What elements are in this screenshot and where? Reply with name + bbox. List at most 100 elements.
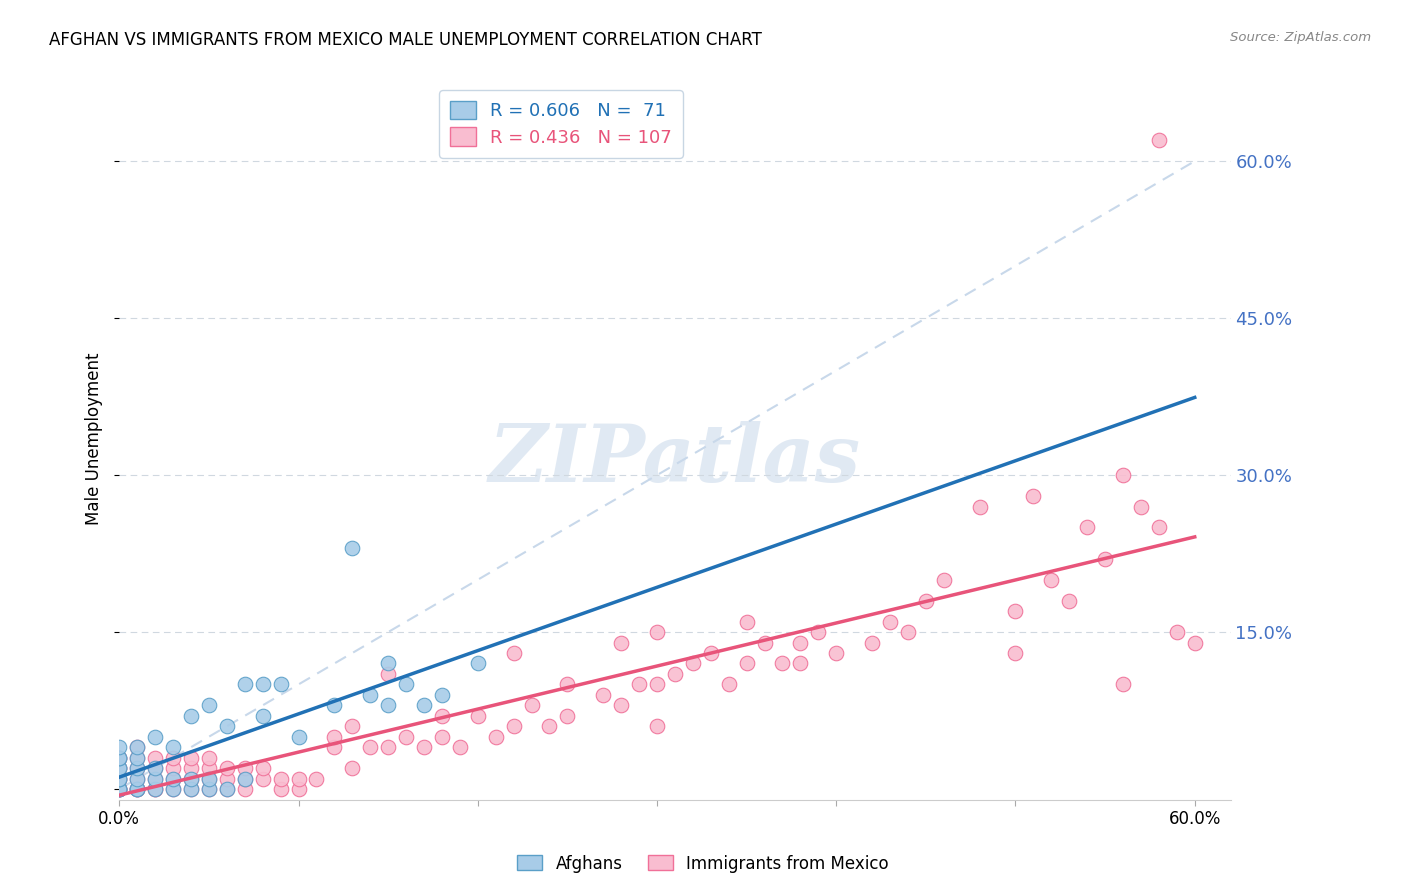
Point xyxy=(1130,500,1153,514)
Point xyxy=(377,657,399,671)
Point xyxy=(233,782,256,797)
Point xyxy=(287,730,309,744)
Point xyxy=(143,761,166,775)
Point xyxy=(252,708,274,723)
Point xyxy=(198,772,221,786)
Point xyxy=(233,772,256,786)
Point xyxy=(664,667,686,681)
Point xyxy=(215,772,238,786)
Point xyxy=(932,573,955,587)
Point xyxy=(108,750,131,764)
Point xyxy=(143,761,166,775)
Point xyxy=(1004,604,1026,618)
Point xyxy=(198,761,221,775)
Point xyxy=(485,730,508,744)
Point xyxy=(969,500,991,514)
Legend: Afghans, Immigrants from Mexico: Afghans, Immigrants from Mexico xyxy=(510,848,896,880)
Point xyxy=(180,782,202,797)
Point xyxy=(162,772,184,786)
Point xyxy=(233,761,256,775)
Point xyxy=(305,772,328,786)
Point xyxy=(252,761,274,775)
Text: Source: ZipAtlas.com: Source: ZipAtlas.com xyxy=(1230,31,1371,45)
Point xyxy=(108,782,131,797)
Point xyxy=(127,782,149,797)
Point xyxy=(538,719,561,733)
Point xyxy=(682,657,704,671)
Point xyxy=(108,761,131,775)
Point xyxy=(108,761,131,775)
Point xyxy=(162,782,184,797)
Point xyxy=(108,782,131,797)
Point xyxy=(789,657,811,671)
Point xyxy=(323,698,346,713)
Point xyxy=(430,708,453,723)
Point xyxy=(1112,468,1135,483)
Point xyxy=(557,708,579,723)
Point xyxy=(897,625,920,640)
Point xyxy=(645,719,668,733)
Point xyxy=(252,677,274,691)
Point xyxy=(1112,677,1135,691)
Point xyxy=(430,688,453,702)
Point xyxy=(180,750,202,764)
Point xyxy=(467,657,489,671)
Point xyxy=(342,541,364,556)
Point xyxy=(359,740,381,755)
Point xyxy=(735,657,758,671)
Point xyxy=(127,782,149,797)
Point xyxy=(915,593,938,607)
Point xyxy=(143,730,166,744)
Point xyxy=(717,677,740,691)
Point xyxy=(108,740,131,755)
Point xyxy=(359,688,381,702)
Point xyxy=(342,719,364,733)
Text: ZIPatlas: ZIPatlas xyxy=(489,421,860,499)
Point xyxy=(127,782,149,797)
Point xyxy=(215,719,238,733)
Point xyxy=(127,782,149,797)
Point xyxy=(645,677,668,691)
Point xyxy=(143,782,166,797)
Point xyxy=(1004,646,1026,660)
Point xyxy=(1147,520,1170,534)
Point xyxy=(1040,573,1063,587)
Point xyxy=(467,708,489,723)
Point xyxy=(162,740,184,755)
Point xyxy=(270,772,292,786)
Point xyxy=(1076,520,1098,534)
Point xyxy=(127,772,149,786)
Point xyxy=(108,782,131,797)
Point xyxy=(1166,625,1188,640)
Point xyxy=(180,761,202,775)
Point xyxy=(807,625,830,640)
Point xyxy=(143,782,166,797)
Legend: R = 0.606   N =  71, R = 0.436   N = 107: R = 0.606 N = 71, R = 0.436 N = 107 xyxy=(440,90,682,158)
Point xyxy=(162,782,184,797)
Point xyxy=(342,761,364,775)
Point xyxy=(198,782,221,797)
Point xyxy=(108,772,131,786)
Point xyxy=(323,740,346,755)
Point xyxy=(413,698,436,713)
Point xyxy=(198,782,221,797)
Point xyxy=(127,750,149,764)
Point xyxy=(502,646,524,660)
Point xyxy=(108,782,131,797)
Point xyxy=(127,740,149,755)
Point xyxy=(108,772,131,786)
Point xyxy=(215,782,238,797)
Point xyxy=(449,740,471,755)
Point xyxy=(127,750,149,764)
Point xyxy=(108,750,131,764)
Point xyxy=(430,730,453,744)
Point xyxy=(162,750,184,764)
Point xyxy=(180,772,202,786)
Point xyxy=(395,677,418,691)
Point xyxy=(162,761,184,775)
Point xyxy=(143,750,166,764)
Point xyxy=(127,782,149,797)
Point xyxy=(198,698,221,713)
Point xyxy=(772,657,794,671)
Point xyxy=(127,761,149,775)
